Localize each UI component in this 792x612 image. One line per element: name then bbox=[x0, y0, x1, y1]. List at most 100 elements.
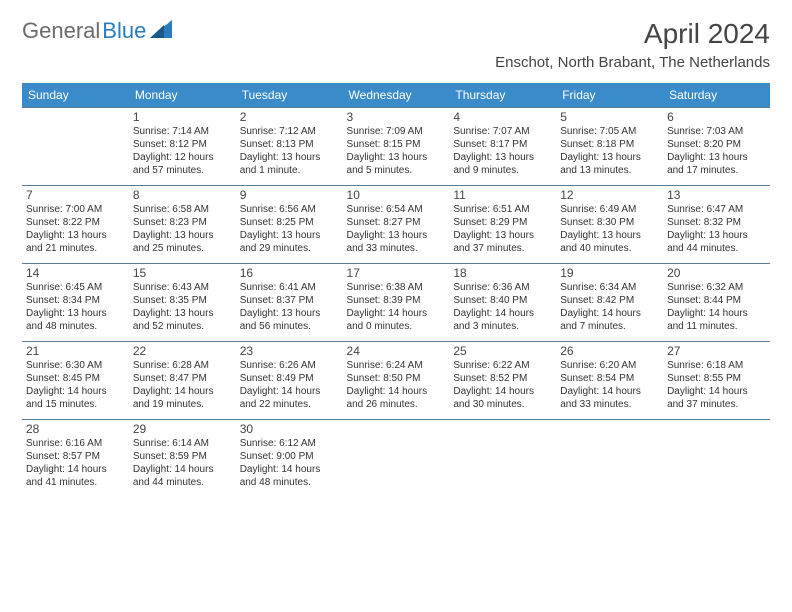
calendar-day-cell: 10Sunrise: 6:54 AMSunset: 8:27 PMDayligh… bbox=[343, 186, 450, 264]
sun-info: Sunrise: 7:03 AMSunset: 8:20 PMDaylight:… bbox=[667, 125, 766, 177]
calendar-week-row: 28Sunrise: 6:16 AMSunset: 8:57 PMDayligh… bbox=[22, 420, 770, 498]
sun-info: Sunrise: 6:56 AMSunset: 8:25 PMDaylight:… bbox=[240, 203, 339, 255]
sun-info: Sunrise: 6:41 AMSunset: 8:37 PMDaylight:… bbox=[240, 281, 339, 333]
calendar-day-cell: 9Sunrise: 6:56 AMSunset: 8:25 PMDaylight… bbox=[236, 186, 343, 264]
day-number: 20 bbox=[667, 266, 766, 280]
calendar-day-cell: 25Sunrise: 6:22 AMSunset: 8:52 PMDayligh… bbox=[449, 342, 556, 420]
day-header: Tuesday bbox=[236, 83, 343, 108]
sun-info: Sunrise: 6:54 AMSunset: 8:27 PMDaylight:… bbox=[347, 203, 446, 255]
day-number: 23 bbox=[240, 344, 339, 358]
day-number: 1 bbox=[133, 110, 232, 124]
day-header: Thursday bbox=[449, 83, 556, 108]
sun-info: Sunrise: 7:07 AMSunset: 8:17 PMDaylight:… bbox=[453, 125, 552, 177]
day-number: 5 bbox=[560, 110, 659, 124]
calendar-day-cell: 6Sunrise: 7:03 AMSunset: 8:20 PMDaylight… bbox=[663, 108, 770, 186]
sun-info: Sunrise: 6:26 AMSunset: 8:49 PMDaylight:… bbox=[240, 359, 339, 411]
calendar-day-cell: 12Sunrise: 6:49 AMSunset: 8:30 PMDayligh… bbox=[556, 186, 663, 264]
day-header: Sunday bbox=[22, 83, 129, 108]
calendar-day-cell: 20Sunrise: 6:32 AMSunset: 8:44 PMDayligh… bbox=[663, 264, 770, 342]
sun-info: Sunrise: 6:14 AMSunset: 8:59 PMDaylight:… bbox=[133, 437, 232, 489]
sun-info: Sunrise: 6:22 AMSunset: 8:52 PMDaylight:… bbox=[453, 359, 552, 411]
sun-info: Sunrise: 7:14 AMSunset: 8:12 PMDaylight:… bbox=[133, 125, 232, 177]
sun-info: Sunrise: 6:16 AMSunset: 8:57 PMDaylight:… bbox=[26, 437, 125, 489]
sun-info: Sunrise: 6:38 AMSunset: 8:39 PMDaylight:… bbox=[347, 281, 446, 333]
day-number: 24 bbox=[347, 344, 446, 358]
calendar-day-cell: 18Sunrise: 6:36 AMSunset: 8:40 PMDayligh… bbox=[449, 264, 556, 342]
calendar-day-cell: 28Sunrise: 6:16 AMSunset: 8:57 PMDayligh… bbox=[22, 420, 129, 498]
sun-info: Sunrise: 7:09 AMSunset: 8:15 PMDaylight:… bbox=[347, 125, 446, 177]
sun-info: Sunrise: 7:12 AMSunset: 8:13 PMDaylight:… bbox=[240, 125, 339, 177]
title-block: April 2024 Enschot, North Brabant, The N… bbox=[495, 18, 770, 71]
calendar-day-cell: 15Sunrise: 6:43 AMSunset: 8:35 PMDayligh… bbox=[129, 264, 236, 342]
calendar-day-cell: 19Sunrise: 6:34 AMSunset: 8:42 PMDayligh… bbox=[556, 264, 663, 342]
calendar-day-cell bbox=[556, 420, 663, 498]
day-number: 11 bbox=[453, 188, 552, 202]
day-number: 4 bbox=[453, 110, 552, 124]
calendar-day-cell: 29Sunrise: 6:14 AMSunset: 8:59 PMDayligh… bbox=[129, 420, 236, 498]
calendar-day-cell: 8Sunrise: 6:58 AMSunset: 8:23 PMDaylight… bbox=[129, 186, 236, 264]
day-number: 13 bbox=[667, 188, 766, 202]
calendar-week-row: 21Sunrise: 6:30 AMSunset: 8:45 PMDayligh… bbox=[22, 342, 770, 420]
calendar-day-cell bbox=[22, 108, 129, 186]
day-number: 27 bbox=[667, 344, 766, 358]
calendar-week-row: 1Sunrise: 7:14 AMSunset: 8:12 PMDaylight… bbox=[22, 108, 770, 186]
sun-info: Sunrise: 7:00 AMSunset: 8:22 PMDaylight:… bbox=[26, 203, 125, 255]
calendar-day-cell: 4Sunrise: 7:07 AMSunset: 8:17 PMDaylight… bbox=[449, 108, 556, 186]
calendar-day-cell: 21Sunrise: 6:30 AMSunset: 8:45 PMDayligh… bbox=[22, 342, 129, 420]
sun-info: Sunrise: 6:49 AMSunset: 8:30 PMDaylight:… bbox=[560, 203, 659, 255]
sun-info: Sunrise: 6:30 AMSunset: 8:45 PMDaylight:… bbox=[26, 359, 125, 411]
calendar-day-cell: 11Sunrise: 6:51 AMSunset: 8:29 PMDayligh… bbox=[449, 186, 556, 264]
day-number: 12 bbox=[560, 188, 659, 202]
calendar-day-cell: 24Sunrise: 6:24 AMSunset: 8:50 PMDayligh… bbox=[343, 342, 450, 420]
logo-triangle-icon bbox=[150, 20, 172, 43]
day-number: 17 bbox=[347, 266, 446, 280]
calendar-day-cell: 16Sunrise: 6:41 AMSunset: 8:37 PMDayligh… bbox=[236, 264, 343, 342]
sun-info: Sunrise: 6:45 AMSunset: 8:34 PMDaylight:… bbox=[26, 281, 125, 333]
sun-info: Sunrise: 6:36 AMSunset: 8:40 PMDaylight:… bbox=[453, 281, 552, 333]
location-subtitle: Enschot, North Brabant, The Netherlands bbox=[495, 54, 770, 71]
day-number: 8 bbox=[133, 188, 232, 202]
calendar-day-cell: 3Sunrise: 7:09 AMSunset: 8:15 PMDaylight… bbox=[343, 108, 450, 186]
calendar-day-cell: 23Sunrise: 6:26 AMSunset: 8:49 PMDayligh… bbox=[236, 342, 343, 420]
calendar-day-cell: 22Sunrise: 6:28 AMSunset: 8:47 PMDayligh… bbox=[129, 342, 236, 420]
day-number: 15 bbox=[133, 266, 232, 280]
sun-info: Sunrise: 6:24 AMSunset: 8:50 PMDaylight:… bbox=[347, 359, 446, 411]
calendar-day-cell bbox=[449, 420, 556, 498]
day-number: 30 bbox=[240, 422, 339, 436]
logo: GeneralBlue bbox=[22, 18, 172, 44]
sun-info: Sunrise: 6:58 AMSunset: 8:23 PMDaylight:… bbox=[133, 203, 232, 255]
day-number: 3 bbox=[347, 110, 446, 124]
calendar-day-cell: 1Sunrise: 7:14 AMSunset: 8:12 PMDaylight… bbox=[129, 108, 236, 186]
calendar-day-cell: 26Sunrise: 6:20 AMSunset: 8:54 PMDayligh… bbox=[556, 342, 663, 420]
calendar-day-cell: 13Sunrise: 6:47 AMSunset: 8:32 PMDayligh… bbox=[663, 186, 770, 264]
day-number: 28 bbox=[26, 422, 125, 436]
day-number: 22 bbox=[133, 344, 232, 358]
sun-info: Sunrise: 6:20 AMSunset: 8:54 PMDaylight:… bbox=[560, 359, 659, 411]
sun-info: Sunrise: 6:43 AMSunset: 8:35 PMDaylight:… bbox=[133, 281, 232, 333]
logo-text-blue: Blue bbox=[102, 18, 146, 44]
sun-info: Sunrise: 6:18 AMSunset: 8:55 PMDaylight:… bbox=[667, 359, 766, 411]
day-number: 14 bbox=[26, 266, 125, 280]
calendar-day-cell: 14Sunrise: 6:45 AMSunset: 8:34 PMDayligh… bbox=[22, 264, 129, 342]
sun-info: Sunrise: 6:32 AMSunset: 8:44 PMDaylight:… bbox=[667, 281, 766, 333]
day-number: 26 bbox=[560, 344, 659, 358]
day-number: 19 bbox=[560, 266, 659, 280]
calendar-day-cell: 27Sunrise: 6:18 AMSunset: 8:55 PMDayligh… bbox=[663, 342, 770, 420]
calendar-head: SundayMondayTuesdayWednesdayThursdayFrid… bbox=[22, 83, 770, 108]
month-title: April 2024 bbox=[495, 18, 770, 50]
day-number: 2 bbox=[240, 110, 339, 124]
calendar-week-row: 14Sunrise: 6:45 AMSunset: 8:34 PMDayligh… bbox=[22, 264, 770, 342]
calendar-day-cell: 7Sunrise: 7:00 AMSunset: 8:22 PMDaylight… bbox=[22, 186, 129, 264]
day-number: 18 bbox=[453, 266, 552, 280]
sun-info: Sunrise: 7:05 AMSunset: 8:18 PMDaylight:… bbox=[560, 125, 659, 177]
day-number: 25 bbox=[453, 344, 552, 358]
day-header: Friday bbox=[556, 83, 663, 108]
calendar-day-cell: 2Sunrise: 7:12 AMSunset: 8:13 PMDaylight… bbox=[236, 108, 343, 186]
day-number: 6 bbox=[667, 110, 766, 124]
day-number: 29 bbox=[133, 422, 232, 436]
calendar-week-row: 7Sunrise: 7:00 AMSunset: 8:22 PMDaylight… bbox=[22, 186, 770, 264]
day-number: 9 bbox=[240, 188, 339, 202]
sun-info: Sunrise: 6:28 AMSunset: 8:47 PMDaylight:… bbox=[133, 359, 232, 411]
day-number: 10 bbox=[347, 188, 446, 202]
calendar-body: 1Sunrise: 7:14 AMSunset: 8:12 PMDaylight… bbox=[22, 108, 770, 498]
